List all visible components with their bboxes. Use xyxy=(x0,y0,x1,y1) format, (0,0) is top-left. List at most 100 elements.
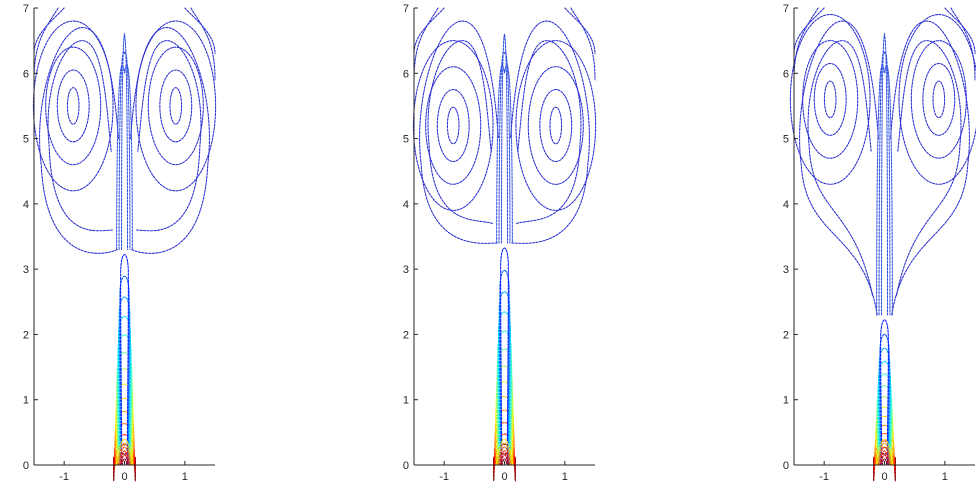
vortex-contour xyxy=(412,40,494,211)
contour-lines xyxy=(789,7,976,482)
vortex-contour xyxy=(813,63,847,136)
neck-contour xyxy=(498,51,511,244)
vortex-contour xyxy=(147,46,204,166)
x-tick-label: -1 xyxy=(59,471,69,483)
y-tick-label: 4 xyxy=(783,199,789,211)
vortex-contour xyxy=(159,69,193,143)
edge-contour xyxy=(793,7,825,55)
edge-contour xyxy=(793,7,819,81)
y-tick-label: 0 xyxy=(403,460,409,472)
edge-contour xyxy=(413,7,445,55)
vortex-contour xyxy=(515,40,597,211)
stem-contour xyxy=(874,424,895,466)
core-contour xyxy=(495,438,514,466)
y-tick-label: 2 xyxy=(23,329,29,341)
panel-1: 0 1 2 3 4 5 6 7 -1 0 1 xyxy=(23,3,217,483)
stem-contour xyxy=(876,385,893,466)
stem-contour xyxy=(120,254,129,466)
y-tick-label: 1 xyxy=(783,395,789,407)
cap-contour xyxy=(896,40,962,296)
y-tick-label: 4 xyxy=(23,199,29,211)
edge-contour xyxy=(33,7,65,55)
vortex-contour xyxy=(549,106,563,145)
axes: 0 1 2 3 4 5 6 7 -1 0 1 xyxy=(403,3,595,483)
panel-3: 0 1 2 3 4 5 6 7 -1 0 1 xyxy=(783,3,976,483)
y-tick-label: 6 xyxy=(783,68,789,80)
core-contour xyxy=(877,446,892,466)
edge-contour xyxy=(570,7,596,81)
core-contour xyxy=(121,458,128,466)
stem-contour xyxy=(877,373,892,466)
vortex-contour xyxy=(169,87,183,125)
contour-lines xyxy=(412,7,597,482)
stem-contour xyxy=(498,291,511,466)
vortex-contour xyxy=(789,14,871,185)
x-tick-label: 0 xyxy=(881,471,887,483)
vortex-contour xyxy=(45,46,102,166)
core-contour xyxy=(120,454,129,466)
core-contour xyxy=(876,442,893,466)
neck-contour xyxy=(120,32,129,251)
stem-contour xyxy=(497,311,512,466)
vortex-contour xyxy=(932,80,946,119)
stem-contour xyxy=(875,415,894,466)
y-tick-label: 4 xyxy=(403,199,409,211)
core-contour xyxy=(117,446,132,466)
cap-contour xyxy=(807,40,873,296)
x-tick-label: 1 xyxy=(562,471,568,483)
stem-contour xyxy=(880,319,889,466)
stem-contour xyxy=(114,423,135,466)
stem-contour xyxy=(497,330,512,466)
neck-contour xyxy=(116,64,133,251)
stem-contour xyxy=(493,433,516,466)
core-contour xyxy=(116,442,133,466)
edge-contour xyxy=(184,7,216,55)
stem-contour xyxy=(496,365,513,466)
cap-contour xyxy=(890,20,970,316)
cap-contour xyxy=(47,40,113,232)
vortex-contour xyxy=(56,69,90,143)
edge-contour xyxy=(190,7,216,81)
core-contour xyxy=(497,446,512,466)
stem-contour xyxy=(115,383,134,466)
y-tick-label: 2 xyxy=(403,329,409,341)
stem-contour xyxy=(494,409,515,466)
stem-contour xyxy=(113,434,136,466)
stem-contour xyxy=(116,351,133,466)
y-tick-label: 0 xyxy=(23,460,29,472)
y-tick-label: 7 xyxy=(403,3,409,15)
cap-contour xyxy=(427,40,493,224)
y-tick-label: 5 xyxy=(23,134,29,146)
edge-contour xyxy=(413,7,439,81)
stem-contour xyxy=(118,296,131,466)
core-contour xyxy=(880,454,889,466)
y-tick-label: 0 xyxy=(783,460,789,472)
cap-contour xyxy=(130,27,210,254)
stem-contour xyxy=(115,397,134,466)
stem-contour xyxy=(114,410,135,466)
x-tick-label: -1 xyxy=(439,471,449,483)
neck-contour xyxy=(118,51,131,251)
stem-contour xyxy=(875,406,894,466)
stem-contour xyxy=(499,269,510,466)
stem-contour xyxy=(877,360,892,466)
stem-contour xyxy=(117,315,132,466)
vortex-contour xyxy=(922,63,956,136)
neck-contour xyxy=(878,51,891,316)
neck-contour xyxy=(880,32,889,316)
stem-contour xyxy=(879,333,890,466)
core-contour xyxy=(875,438,894,466)
cap-contour xyxy=(516,40,582,224)
vortex-contour xyxy=(66,87,80,125)
edge-contour xyxy=(944,7,976,55)
contour-lines xyxy=(32,7,217,482)
stem-contour xyxy=(500,247,509,466)
y-tick-label: 1 xyxy=(403,395,409,407)
stem-contour xyxy=(876,396,893,466)
core-contour xyxy=(499,450,510,466)
stem-contour xyxy=(495,395,514,466)
neck-contour xyxy=(500,32,509,244)
vortex-contour xyxy=(539,89,573,162)
cap-contour xyxy=(136,40,202,232)
